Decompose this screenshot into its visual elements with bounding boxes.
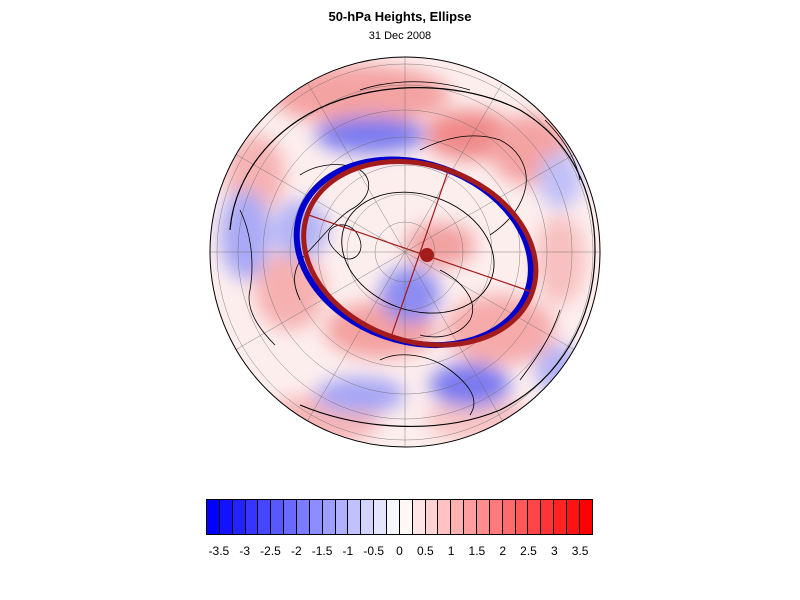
colorbar-cell	[297, 500, 310, 534]
colorbar-tick-label: -1	[342, 544, 354, 558]
colorbar-cell	[515, 500, 529, 534]
colorbar-cell	[451, 500, 465, 534]
colorbar-cell	[425, 500, 439, 534]
graticule	[210, 57, 600, 447]
colorbar-tick-label: -0.5	[363, 544, 385, 558]
colorbar-cell	[348, 500, 362, 534]
colorbar-tick-label: -2	[290, 544, 302, 558]
meridian-line	[236, 154, 406, 253]
outer-coast	[229, 87, 596, 428]
colorbar-cell	[245, 500, 259, 534]
colorbar-tick-label: 1	[447, 544, 455, 558]
colorbar-cell	[528, 500, 542, 534]
meridian-line	[404, 251, 503, 421]
colorbar-cell	[361, 500, 375, 534]
colorbar-tick-label: 2.5	[520, 544, 537, 558]
map-title: 50-hPa Heights, Ellipse	[328, 9, 472, 24]
vortex-center-marker	[420, 248, 434, 262]
colorbar-cell	[464, 500, 478, 534]
colorbar-cell	[489, 500, 503, 534]
meridian-line	[307, 251, 406, 421]
colorbar-tick-label: -1.5	[311, 544, 333, 558]
colorbar-cell	[399, 500, 413, 534]
colorbar-cell	[271, 500, 285, 534]
colorbar-cell	[322, 500, 336, 534]
colorbar	[206, 499, 593, 535]
colorbar-tick-label: 0.5	[416, 544, 434, 558]
meridian-line	[404, 251, 574, 350]
colorbar-cell	[477, 500, 490, 534]
colorbar-cell	[554, 500, 568, 534]
colorbar-cell	[258, 500, 272, 534]
map-date: 31 Dec 2008	[368, 30, 432, 42]
colorbar-cell	[541, 500, 555, 534]
meridians	[210, 57, 600, 447]
colorbar-cell	[284, 500, 298, 534]
colorbar-tick-label: 1.5	[468, 544, 486, 558]
colorbar-tick-label: 3.5	[571, 544, 589, 558]
coastlines	[239, 81, 581, 416]
colorbar-cell	[309, 500, 323, 534]
colorbar-cell	[335, 500, 349, 534]
colorbar-tick-label: -2.5	[260, 544, 281, 558]
colorbar-cell	[502, 500, 516, 534]
vortex-ellipses	[293, 156, 539, 349]
colorbar-tick-label: 2	[499, 544, 507, 558]
colorbar-tick-labels: -3.5 -3 -2.5 -2 -1.5 -1 -0.5 0 0.5 1 1.5 2 2.5 3 3.5	[0, 544, 800, 562]
colorbar-cell	[207, 500, 220, 534]
colorbar-cell	[438, 500, 452, 534]
colorbar-cell	[412, 500, 426, 534]
colorbar-cell	[219, 500, 233, 534]
colorbar-cell	[232, 500, 246, 534]
colorbar-tick-label: 3	[550, 544, 558, 558]
minor-axis	[390, 169, 449, 337]
colorbar-cell	[567, 500, 580, 534]
colorbar-cell	[579, 500, 592, 534]
globe-outline	[209, 56, 601, 448]
anomaly-field	[210, 57, 600, 447]
meridian-line	[404, 83, 503, 253]
colorbar-cell	[374, 500, 388, 534]
colorbar-tick-label: -3.5	[208, 544, 230, 558]
colorbar-tick-label: -3	[239, 544, 251, 558]
colorbar-cell	[387, 500, 400, 534]
colorbar-tick-label: 0	[396, 544, 403, 558]
meridian-line	[404, 154, 574, 253]
